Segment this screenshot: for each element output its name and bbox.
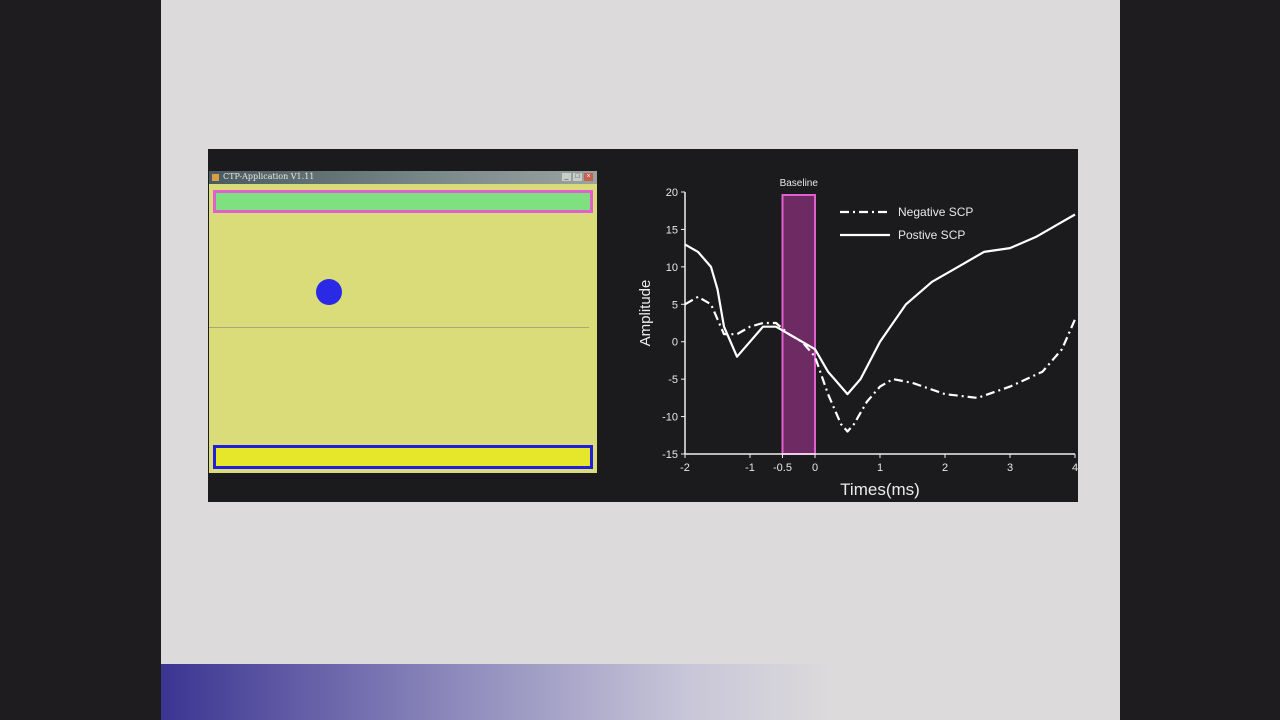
x-axis-label: Times(ms): [840, 480, 920, 499]
x-tick-label: -1: [745, 462, 755, 474]
minimize-button[interactable]: _: [562, 173, 571, 181]
x-tick-label: -0.5: [773, 462, 792, 474]
x-tick-label: 3: [1007, 462, 1013, 474]
baseline-band: [781, 194, 816, 455]
x-tick-label: -2: [680, 462, 690, 474]
slide-gradient-bar: [161, 664, 1120, 720]
close-button[interactable]: ×: [584, 173, 593, 181]
top-target-bar: [213, 190, 593, 213]
midline: [209, 327, 589, 328]
series-line-positive-scp: [684, 213, 1076, 396]
x-tick-label: 0: [812, 462, 818, 474]
legend-label: Negative SCP: [898, 205, 973, 219]
x-tick-label: 1: [877, 462, 883, 474]
maximize-button[interactable]: □: [573, 173, 582, 181]
cursor-ball: [316, 279, 342, 305]
series-line-negative-scp: [684, 295, 1077, 433]
y-tick-label: 15: [666, 224, 678, 236]
y-tick-label: -5: [668, 374, 678, 386]
x-tick-label: 4: [1072, 462, 1078, 474]
y-axis-label: Amplitude: [637, 280, 654, 347]
y-tick-label: -15: [662, 449, 678, 461]
y-tick-label: 10: [666, 262, 678, 274]
bottom-target-bar: [213, 445, 593, 469]
y-tick-label: -10: [662, 412, 678, 424]
baseline-label: Baseline: [780, 178, 819, 189]
window-titlebar: CTP-Application V1.11 _ □ ×: [209, 171, 597, 184]
window-title: CTP-Application V1.11: [223, 172, 315, 181]
legend-label: Postive SCP: [898, 228, 965, 242]
scp-chart: Baseline 20 15 10 5 0 -5 -10 -15-2 -1 -0.5 0 1 2 3 4 Tim…: [637, 178, 1078, 499]
x-tick-label: 2: [942, 462, 948, 474]
y-tick-label: 0: [672, 337, 678, 349]
bci-app-window: CTP-Application V1.11 _ □ ×: [209, 171, 597, 473]
y-tick-label: 20: [666, 187, 678, 199]
y-tick-label: 5: [672, 299, 678, 311]
app-icon: [212, 174, 219, 181]
